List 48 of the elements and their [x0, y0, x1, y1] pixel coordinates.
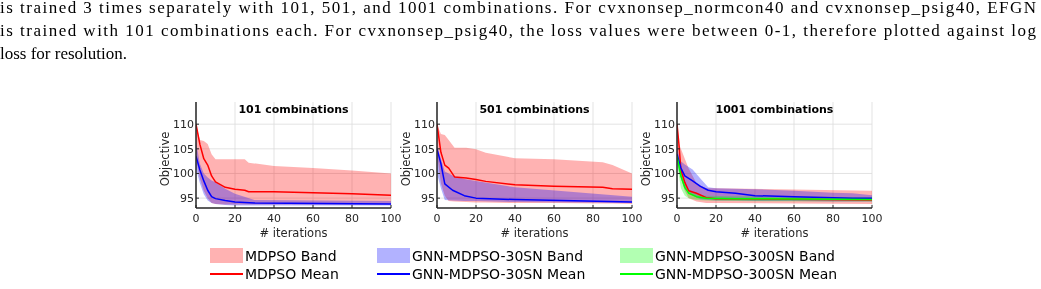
legend-label: GNN-MDPSO-300SN Band — [655, 248, 835, 264]
y-tick-label: 105 — [173, 142, 194, 156]
chart-title: 501 combinations — [479, 103, 591, 116]
y-tick-label: 95 — [421, 192, 435, 206]
x-axis-title: # iterations — [500, 226, 569, 240]
x-tick-label: 40 — [267, 212, 281, 225]
y-tick-label: 110 — [654, 118, 675, 132]
y-tick-label: 105 — [654, 142, 675, 156]
x-tick-label: 20 — [469, 212, 483, 225]
legend-label: GNN-MDPSO-300SN Mean — [655, 266, 838, 282]
y-axis-title: Objective — [399, 131, 413, 187]
y-axis-title: Objective — [639, 131, 653, 187]
x-tick-label: 80 — [826, 212, 840, 225]
legend-label: GNN-MDPSO-30SN Mean — [412, 266, 586, 282]
y-tick-label: 110 — [173, 118, 194, 132]
x-tick-label: 80 — [586, 212, 600, 225]
x-tick-label: 20 — [228, 212, 242, 225]
y-axis-title: Objective — [158, 131, 172, 187]
x-tick-label: 100 — [861, 212, 883, 225]
y-tick-label: 100 — [173, 167, 194, 181]
x-tick-label: 100 — [380, 212, 402, 225]
x-tick-label: 0 — [673, 212, 681, 225]
y-tick-label: 100 — [414, 167, 435, 181]
x-tick-label: 40 — [748, 212, 762, 225]
y-tick-label: 95 — [661, 192, 675, 206]
x-tick-label: 80 — [345, 212, 359, 225]
text: is trained with 101 combinations each. For cvxnonsep_psig40, the loss values were between 0-1, therefore plotted against log — [0, 21, 1037, 40]
text: loss for resolution. — [0, 44, 128, 63]
chart-title: 1001 combinations — [715, 103, 834, 116]
x-axis-title: # iterations — [259, 226, 328, 240]
x-tick-label: 60 — [547, 212, 561, 225]
text: is trained 3 times separately with 101, 501, and 1001 combinations. For cvxnonsep_normcon40 and cvxnonsep_psig40, EFGN — [0, 0, 1036, 17]
x-tick-label: 60 — [306, 212, 320, 225]
x-axis-title: # iterations — [740, 226, 809, 240]
y-tick-label: 110 — [414, 118, 435, 132]
y-tick-label: 95 — [180, 192, 194, 206]
legend-label: MDPSO Mean — [245, 266, 339, 282]
x-tick-label: 100 — [621, 212, 643, 225]
y-tick-label: 100 — [654, 167, 675, 181]
legend-label: MDPSO Band — [245, 248, 337, 264]
x-tick-label: 20 — [709, 212, 723, 225]
chart-title: 101 combinations — [238, 103, 350, 116]
x-tick-label: 60 — [787, 212, 801, 225]
x-tick-label: 0 — [433, 212, 441, 225]
legend-label: GNN-MDPSO-30SN Band — [412, 248, 584, 264]
x-tick-label: 40 — [508, 212, 522, 225]
y-tick-label: 105 — [414, 142, 435, 156]
x-tick-label: 0 — [192, 212, 200, 225]
